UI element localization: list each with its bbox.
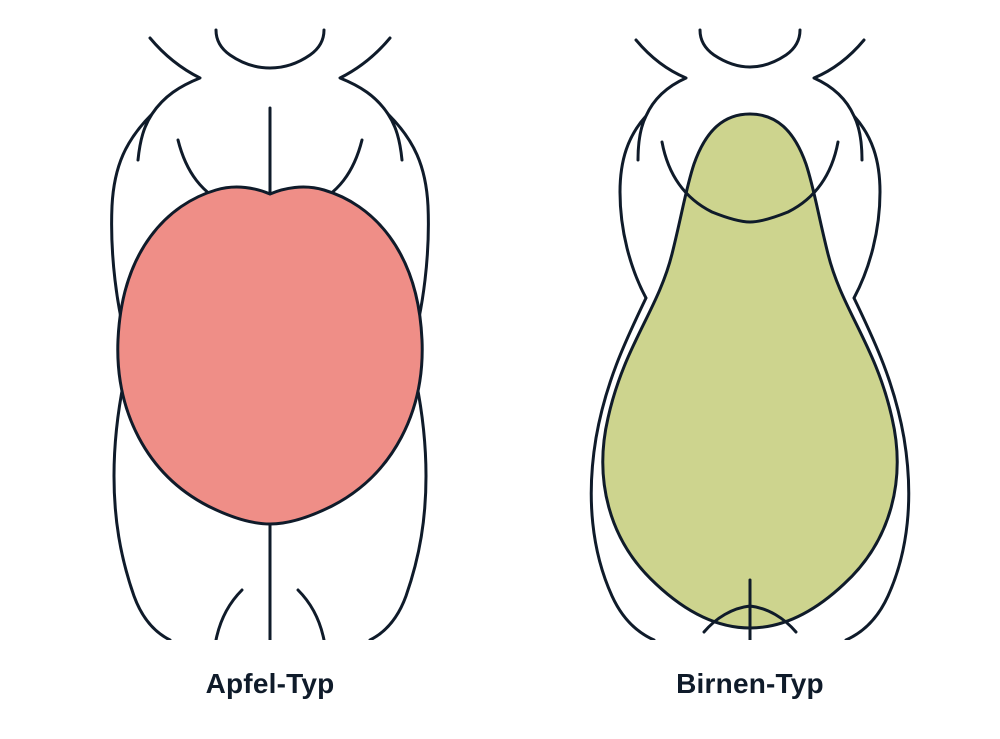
infographic-stage: Apfel-Typ Birnen-Typ <box>0 0 1000 739</box>
pear-shape <box>603 114 897 628</box>
pear-svg <box>540 20 960 640</box>
caption-pear: Birnen-Typ <box>540 668 960 700</box>
apple-svg <box>60 20 480 640</box>
figure-pear <box>540 20 960 640</box>
apple-shape <box>118 187 422 524</box>
caption-apple: Apfel-Typ <box>60 668 480 700</box>
figure-apple <box>60 20 480 640</box>
